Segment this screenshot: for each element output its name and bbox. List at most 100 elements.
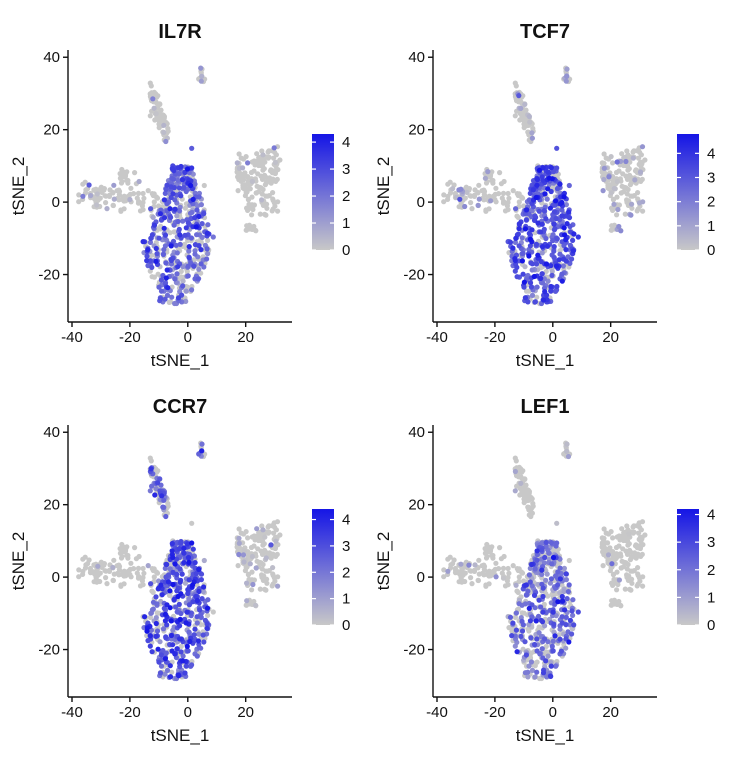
data-point bbox=[632, 550, 638, 556]
data-point bbox=[150, 589, 156, 596]
data-point bbox=[563, 213, 569, 219]
data-point bbox=[540, 585, 546, 591]
data-point bbox=[145, 563, 151, 569]
data-point bbox=[169, 540, 175, 547]
data-point bbox=[551, 244, 557, 250]
data-point bbox=[154, 628, 161, 634]
x-tick-label: 0 bbox=[184, 329, 192, 346]
data-point bbox=[190, 546, 196, 552]
data-point bbox=[543, 261, 550, 267]
data-point bbox=[542, 636, 548, 642]
data-point bbox=[531, 592, 538, 599]
data-point bbox=[180, 218, 186, 224]
data-point bbox=[529, 267, 535, 273]
data-point bbox=[111, 182, 117, 188]
data-point bbox=[199, 441, 205, 447]
data-point bbox=[559, 207, 565, 213]
data-point bbox=[518, 633, 524, 640]
data-point bbox=[534, 294, 540, 300]
data-point bbox=[266, 154, 272, 160]
data-point bbox=[554, 165, 560, 171]
colorbar-tick-label: 4 bbox=[707, 145, 715, 162]
data-point bbox=[205, 237, 211, 243]
data-point bbox=[553, 215, 559, 222]
data-point bbox=[163, 260, 169, 266]
data-point bbox=[149, 649, 155, 655]
x-tick-label: 20 bbox=[602, 704, 619, 721]
data-point bbox=[186, 577, 192, 583]
data-point bbox=[154, 195, 161, 201]
data-point bbox=[547, 205, 554, 211]
data-point bbox=[186, 248, 192, 254]
data-point bbox=[534, 557, 540, 563]
data-point bbox=[601, 160, 607, 166]
data-point bbox=[469, 206, 475, 212]
data-point bbox=[147, 614, 153, 621]
data-point bbox=[527, 190, 533, 196]
data-point bbox=[180, 658, 186, 664]
data-point bbox=[175, 295, 182, 301]
data-point bbox=[534, 548, 540, 554]
data-point bbox=[559, 614, 565, 620]
data-point bbox=[516, 221, 522, 227]
data-point bbox=[605, 552, 612, 558]
data-point bbox=[186, 255, 192, 261]
x-axis-label: tSNE_1 bbox=[516, 726, 575, 745]
data-point bbox=[625, 527, 631, 533]
data-point bbox=[523, 592, 530, 598]
data-point bbox=[529, 261, 536, 267]
data-point bbox=[253, 533, 259, 540]
data-point bbox=[141, 195, 147, 201]
data-point bbox=[176, 171, 182, 177]
data-point bbox=[640, 574, 646, 580]
data-point bbox=[160, 626, 167, 632]
data-point bbox=[526, 230, 532, 236]
data-point bbox=[136, 553, 142, 560]
data-point bbox=[248, 169, 255, 176]
point-layer bbox=[441, 440, 648, 682]
data-point bbox=[548, 663, 554, 669]
data-point bbox=[452, 190, 458, 197]
data-point bbox=[563, 237, 569, 243]
data-point bbox=[542, 191, 548, 197]
data-point bbox=[168, 243, 174, 249]
data-point bbox=[534, 636, 540, 642]
data-point bbox=[563, 571, 569, 577]
data-point bbox=[543, 539, 549, 546]
data-point bbox=[181, 545, 187, 551]
data-point bbox=[622, 586, 628, 592]
data-point bbox=[535, 581, 541, 588]
data-point bbox=[156, 578, 162, 584]
data-point bbox=[551, 221, 557, 227]
feature-panel-il7r: IL7R -40 -20 0 20 -20 0 20 40 tSNE_1 tSNE_2 0 1 2 3 4 bbox=[9, 21, 350, 370]
data-point bbox=[198, 247, 204, 253]
data-point bbox=[172, 206, 178, 212]
data-point bbox=[603, 540, 609, 546]
data-point bbox=[236, 151, 242, 157]
data-point bbox=[236, 551, 242, 558]
data-point bbox=[162, 232, 169, 238]
data-point bbox=[561, 588, 567, 595]
data-point bbox=[277, 157, 283, 163]
data-point bbox=[538, 604, 544, 610]
data-point bbox=[516, 226, 522, 232]
data-point bbox=[551, 209, 558, 215]
data-point bbox=[189, 165, 195, 171]
data-point bbox=[553, 263, 560, 269]
data-point bbox=[162, 565, 168, 572]
data-point bbox=[528, 495, 534, 501]
data-point bbox=[614, 159, 620, 165]
data-point bbox=[196, 566, 202, 573]
data-point bbox=[497, 545, 503, 551]
data-point bbox=[631, 529, 637, 535]
data-point bbox=[605, 560, 611, 566]
data-point bbox=[613, 555, 619, 561]
data-point bbox=[186, 244, 192, 250]
data-point bbox=[547, 580, 554, 586]
data-point bbox=[570, 612, 576, 619]
data-point bbox=[184, 166, 191, 172]
data-point bbox=[533, 241, 540, 247]
data-point bbox=[76, 567, 82, 573]
data-point bbox=[255, 546, 261, 552]
data-point bbox=[270, 197, 276, 204]
